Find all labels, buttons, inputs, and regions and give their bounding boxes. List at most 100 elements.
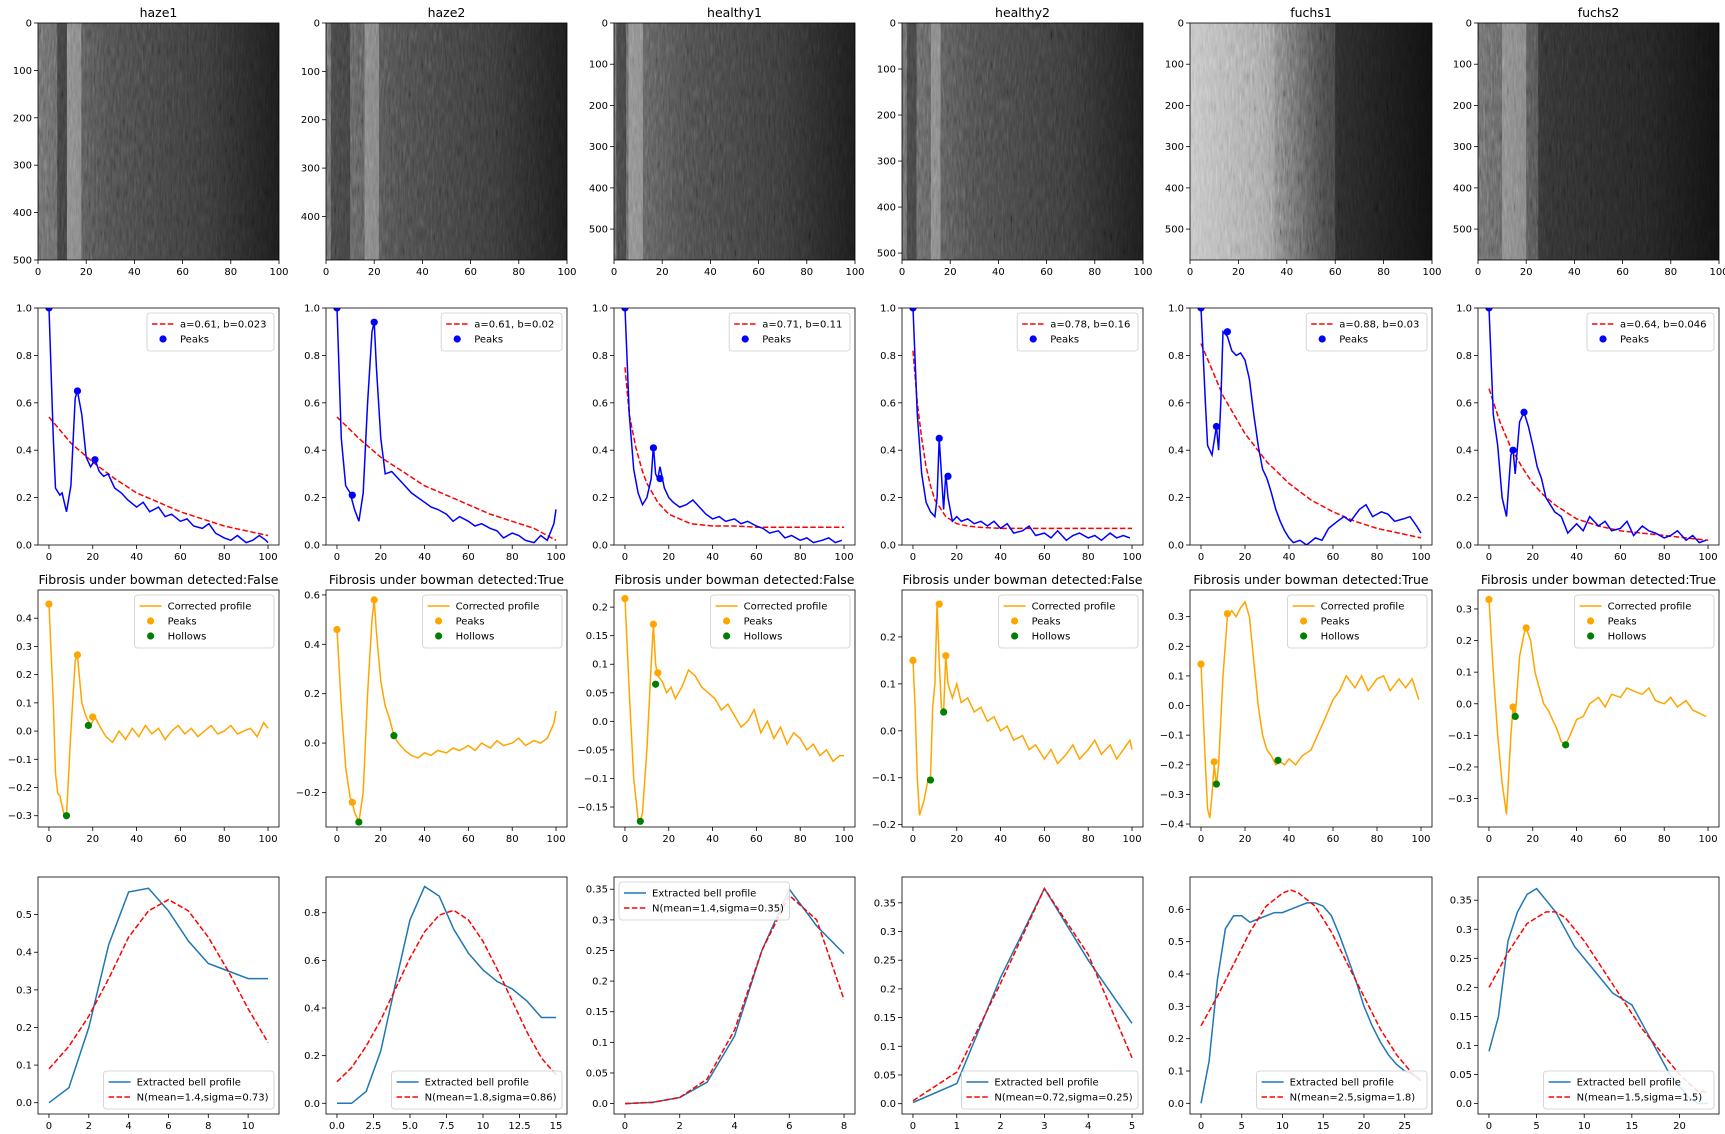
heatmap-texture <box>38 23 279 260</box>
heatmap-texture <box>1478 23 1719 260</box>
y-tick-label: 0.2 <box>304 1051 320 1062</box>
peaks-marker <box>1522 624 1530 632</box>
x-tick-label: 20 <box>86 552 99 563</box>
x-tick-label: 0 <box>622 1121 628 1132</box>
y-tick-label: 0.1 <box>1456 1041 1472 1052</box>
x-tick-label: 8 <box>205 1121 211 1132</box>
hollows-marker <box>355 818 363 826</box>
x-tick-label: 20 <box>662 552 675 563</box>
y-tick-label: 0.1 <box>880 679 896 690</box>
legend-box <box>134 594 275 649</box>
axes-frame <box>37 589 280 828</box>
y-tick-label: −0.2 <box>1160 760 1184 771</box>
y-tick-label: 0.0 <box>304 1099 320 1110</box>
y-tick-label: 0.15 <box>1450 1012 1472 1023</box>
legend-marker <box>1599 335 1607 343</box>
x-tick-label: 60 <box>750 834 763 845</box>
plot-r2-c3: 0 20 40 60 80 100 0.0 0.2 0.4 0.6 0.8 1.0 a=0.71, b=… <box>592 304 856 563</box>
legend-label: Peaks <box>1321 617 1350 628</box>
y-tick-label: 200 <box>1165 101 1184 112</box>
x-tick-label: 0 <box>323 267 329 278</box>
x-tick-label: 40 <box>130 834 143 845</box>
x-tick-label: 100 <box>269 267 288 278</box>
x-tick-label: 60 <box>174 834 187 845</box>
x-tick-label: 0 <box>1198 834 1204 845</box>
heatmap-fuchs2: 0 20 40 60 80 100 0 100 200 300 400 500 <box>1453 19 1725 279</box>
x-tick-label: 0 <box>1198 552 1204 563</box>
legend-marker <box>741 335 749 343</box>
legend-label: a=0.78, b=0.16 <box>1050 320 1130 331</box>
plot-series <box>1197 600 1420 819</box>
x-tick-label: 20 <box>662 834 675 845</box>
x-tick-label: 40 <box>994 834 1007 845</box>
y-tick-label: −0.1 <box>1448 731 1472 742</box>
peaks-marker <box>370 318 378 326</box>
peaks-marker <box>1509 446 1517 454</box>
peaks-marker <box>621 594 629 603</box>
y-tick-label: 0.2 <box>1456 983 1472 994</box>
dark-band <box>330 23 351 260</box>
peaks-marker <box>935 600 943 608</box>
y-tick-label: −0.3 <box>8 811 32 822</box>
y-tick-label: 0.25 <box>874 956 896 967</box>
y-tick-label: 400 <box>589 183 608 194</box>
axes-frame <box>37 307 280 546</box>
y-tick-label: 0 <box>1178 19 1184 30</box>
dark-band <box>1538 23 1719 260</box>
legend-label: Peaks <box>1608 617 1637 628</box>
legend-box <box>146 312 275 352</box>
plot-series <box>621 594 844 825</box>
axes-frame <box>901 589 1144 828</box>
x-tick-label: 40 <box>418 834 431 845</box>
peaks-marker <box>1210 758 1218 766</box>
x-tick-label: 60 <box>174 552 187 563</box>
axes-frame <box>901 22 1144 261</box>
legend-box <box>728 312 851 352</box>
legend-box <box>103 1070 275 1110</box>
y-tick-label: 0.2 <box>16 493 32 504</box>
x-tick-label: 5 <box>1239 1121 1245 1132</box>
y-tick-label: 300 <box>13 161 32 172</box>
legend-label: Extracted bell profile <box>994 1078 1098 1089</box>
x-tick-label: 60 <box>1038 834 1051 845</box>
x-tick-label: 60 <box>176 267 189 278</box>
legend-box <box>1305 312 1428 352</box>
y-tick-label: −0.2 <box>1448 762 1472 773</box>
legend-box <box>422 594 563 649</box>
x-tick-label: 5 <box>1533 1121 1539 1132</box>
y-tick-label: 1.0 <box>16 304 32 315</box>
x-tick-label: 40 <box>1280 267 1293 278</box>
legend-marker <box>435 632 443 640</box>
x-tick-label: 0 <box>46 1121 52 1132</box>
x-tick-label: 80 <box>1371 552 1384 563</box>
legend-marker <box>147 617 155 625</box>
panel-title: haze2 <box>428 5 466 20</box>
legend-marker <box>1300 632 1308 640</box>
panel-title: Fibrosis under bowman detected:True <box>1193 572 1428 587</box>
x-tick-label: 20 <box>1358 1121 1371 1132</box>
legend-label: Peaks <box>762 335 791 346</box>
legend: Corrected profile Peaks Hollows <box>710 594 851 649</box>
hollows-marker <box>62 812 71 820</box>
y-tick-label: 100 <box>1453 60 1472 71</box>
profile-line <box>1488 308 1707 544</box>
y-tick-label: 0.4 <box>1456 446 1472 457</box>
y-tick-label: −0.4 <box>1160 820 1184 831</box>
x-tick-label: 0 <box>910 552 916 563</box>
y-tick-label: 0.2 <box>1456 493 1472 504</box>
x-tick-label: 0 <box>622 552 628 563</box>
peaks-marker <box>654 669 662 677</box>
x-tick-label: 100 <box>546 834 565 845</box>
profile-line <box>912 308 1131 542</box>
y-tick-label: 0.3 <box>1168 1002 1184 1013</box>
legend-label: a=0.61, b=0.023 <box>180 320 266 331</box>
x-tick-label: 20 <box>950 552 963 563</box>
profile-line <box>624 308 843 544</box>
y-tick-label: 0.0 <box>592 1099 608 1110</box>
peaks-marker <box>1197 660 1205 668</box>
legend-box <box>440 312 563 352</box>
plot-r3-c5: 0 20 40 60 80 100 −0.4 −0.3 −0.2 −0.1 0.0 0.1 0.2 0.3… <box>1160 589 1433 845</box>
x-tick-label: 5.0 <box>402 1121 418 1132</box>
profile-line <box>48 604 269 817</box>
plot-r4-c3: 0 2 4 6 8 0.0 0.05 0.1 0.15 0.2 0.25 0.3 0.35 Extract… <box>586 876 856 1132</box>
